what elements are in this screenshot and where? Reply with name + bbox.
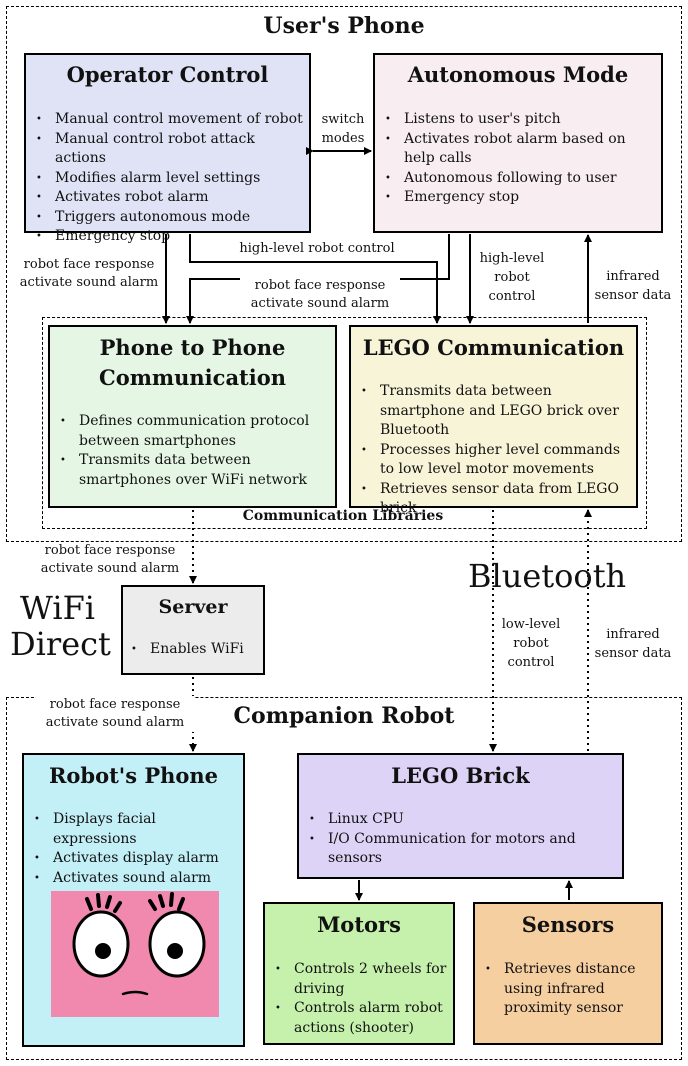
- high-level-control-label: high-level robot control: [232, 240, 402, 258]
- list-item: Manual control robot attack actions: [30, 130, 305, 169]
- face-response-server-label: robot face response activate sound alarm: [30, 542, 190, 578]
- motors-list: Controls 2 wheels for driving Controls a…: [269, 960, 449, 1038]
- label-line: robot: [513, 636, 549, 651]
- autonomous-mode-list: Listens to user's pitch Activates robot …: [379, 110, 653, 208]
- infrared-top-label: infrared sensor data: [588, 267, 678, 305]
- motors-title: Motors: [317, 912, 401, 937]
- lego-communication-title: LEGO Communication: [362, 335, 625, 360]
- list-item: Triggers autonomous mode: [30, 208, 305, 228]
- companion-robot-region: [6, 697, 682, 1060]
- label-line: switch: [321, 112, 365, 127]
- bluetooth-label: Bluetooth: [468, 557, 627, 595]
- server-list: Enables WiFi: [125, 640, 261, 660]
- phone-to-phone-box: Phone to Phone Communication Defines com…: [48, 325, 337, 508]
- face-response-robot-label: robot face response activate sound alarm: [36, 696, 194, 732]
- lego-communication-list: Transmits data between smartphone and LE…: [355, 382, 630, 519]
- label-line: WiFi: [20, 589, 95, 627]
- users-phone-title: User's Phone: [263, 13, 425, 39]
- label-line: modes: [321, 131, 365, 146]
- autonomous-mode-box: Autonomous Mode Listens to user's pitch …: [373, 53, 663, 233]
- label-line: robot: [494, 270, 530, 285]
- users-phone-region: [6, 6, 682, 542]
- mouth-icon: [121, 990, 149, 996]
- label-line: sensor data: [594, 288, 672, 303]
- lego-brick-title: LEGO Brick: [391, 763, 530, 788]
- list-item: I/O Communication for motors and sensors: [303, 830, 592, 869]
- list-item: Controls alarm robot actions (shooter): [269, 999, 449, 1038]
- wifi-direct-label: WiFi Direct: [10, 590, 111, 662]
- list-item: Activates sound alarm: [28, 869, 239, 889]
- label-line: activate sound alarm: [40, 561, 180, 576]
- list-item: Defines communication protocol between s…: [54, 412, 329, 451]
- operator-control-title: Operator Control: [66, 62, 269, 87]
- communication-libraries-region: [42, 317, 647, 529]
- list-item: Enables WiFi: [125, 640, 261, 660]
- list-item: Retrieves distance using infrared proxim…: [479, 960, 647, 1019]
- label-line: infrared: [606, 627, 660, 642]
- list-item: Modifies alarm level settings: [30, 169, 305, 189]
- list-item: Controls 2 wheels for driving: [269, 960, 449, 999]
- server-title: Server: [158, 596, 228, 618]
- left-eye-icon: [72, 893, 130, 978]
- phone-to-phone-list: Defines communication protocol between s…: [54, 412, 329, 490]
- autonomous-mode-title: Autonomous Mode: [407, 62, 629, 87]
- operator-to-lego-comm-arrow: [189, 234, 441, 324]
- list-item: Activates display alarm: [28, 849, 239, 869]
- phone-to-phone-title-line2: Communication: [98, 365, 287, 390]
- list-item: Manual control movement of robot: [30, 110, 305, 130]
- label-line: control: [488, 289, 536, 304]
- label-line: activate sound alarm: [19, 275, 159, 290]
- face-response-mid-label: robot face response activate sound alarm: [240, 277, 400, 313]
- lego-brick-list: Linux CPU I/O Communication for motors a…: [303, 810, 592, 869]
- list-item: Activates robot alarm: [30, 188, 305, 208]
- companion-robot-title: Companion Robot: [233, 703, 455, 729]
- operator-control-box: Operator Control Manual control movement…: [24, 53, 311, 246]
- list-item: Emergency stop: [30, 227, 305, 247]
- sensors-title: Sensors: [521, 912, 615, 937]
- low-level-robot-control-label: low-level robot control: [493, 615, 569, 672]
- face-response-left-label: robot face response activate sound alarm: [14, 256, 164, 292]
- server-box: Server Enables WiFi: [121, 585, 265, 675]
- list-item: Displays facial expressions: [28, 810, 239, 849]
- list-item: Linux CPU: [303, 810, 592, 830]
- label-line: high-level: [479, 251, 545, 266]
- label-line: robot face response: [49, 697, 181, 712]
- list-item: Activates robot alarm based on help call…: [379, 130, 653, 169]
- lego-brick-box: LEGO Brick Linux CPU I/O Communication f…: [297, 753, 624, 879]
- label-line: robot face response: [23, 257, 155, 272]
- label-line: robot face response: [44, 543, 176, 558]
- label-line: robot face response: [254, 278, 386, 293]
- list-item: Transmits data between smartphones over …: [54, 451, 329, 490]
- motors-box: Motors Controls 2 wheels for driving Con…: [263, 902, 455, 1045]
- label-line: sensor data: [594, 646, 672, 661]
- label-line: activate sound alarm: [45, 715, 185, 730]
- sensors-box: Sensors Retrieves distance using infrare…: [473, 902, 663, 1045]
- label-line: Direct: [10, 625, 111, 663]
- infrared-bottom-label: infrared sensor data: [588, 625, 678, 663]
- list-item: Emergency stop: [379, 188, 653, 208]
- robots-phone-box: Robot's Phone Displays facial expression…: [22, 753, 245, 1047]
- robot-face-image: [51, 891, 219, 1017]
- list-item: Autonomous following to user: [379, 169, 653, 189]
- robots-phone-title: Robot's Phone: [48, 763, 219, 788]
- robots-phone-list: Displays facial expressions Activates di…: [28, 810, 239, 888]
- list-item: Retrieves sensor data from LEGO brick: [355, 480, 630, 519]
- switch-modes-label: switch modes: [314, 110, 372, 148]
- list-item: Processes higher level commands to low l…: [355, 441, 630, 480]
- right-eye-icon: [148, 892, 206, 978]
- sensors-list: Retrieves distance using infrared proxim…: [479, 960, 647, 1019]
- label-line: activate sound alarm: [250, 296, 390, 311]
- label-line: control: [507, 655, 555, 670]
- phone-to-phone-title-line1: Phone to Phone: [99, 335, 286, 360]
- label-line: low-level: [501, 617, 561, 632]
- high-level-robot-control-label: high-level robot control: [474, 249, 550, 306]
- label-line: infrared: [606, 269, 660, 284]
- lego-communication-box: LEGO Communication Transmits data betwee…: [349, 325, 638, 516]
- list-item: Listens to user's pitch: [379, 110, 653, 130]
- operator-control-list: Manual control movement of robot Manual …: [30, 110, 305, 247]
- list-item: Transmits data between smartphone and LE…: [355, 382, 630, 441]
